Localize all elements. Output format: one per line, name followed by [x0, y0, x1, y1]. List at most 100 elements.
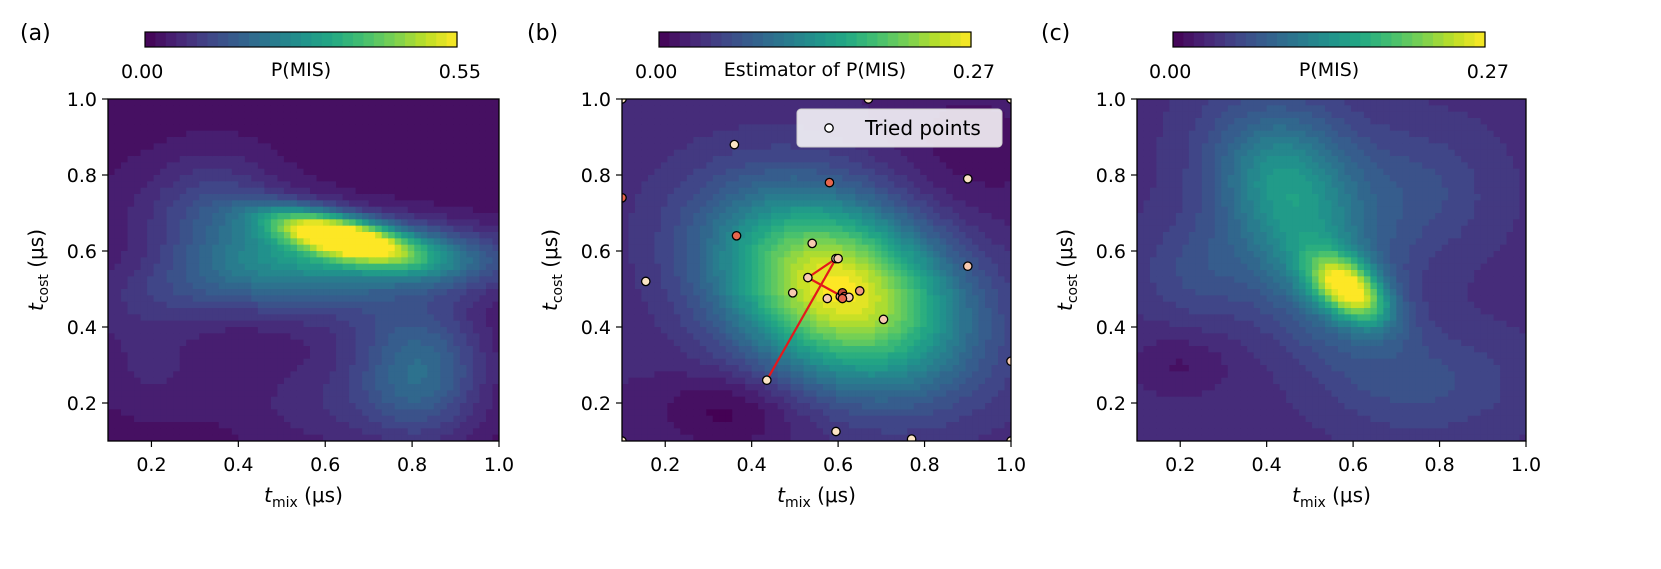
heatmap-cell — [641, 434, 649, 441]
heatmap-cell — [446, 289, 454, 296]
heatmap-cell — [179, 434, 187, 441]
heatmap-cell — [140, 339, 148, 347]
heatmap-cell — [362, 415, 370, 423]
heatmap-cell — [310, 143, 318, 151]
heatmap-cell — [336, 365, 344, 372]
heatmap-cell — [680, 124, 688, 132]
heatmap-cell — [420, 99, 428, 106]
heatmap-cell — [628, 289, 636, 296]
heatmap-cell — [114, 428, 122, 436]
heatmap-cell — [427, 428, 435, 436]
heatmap-cell — [751, 282, 759, 290]
heatmap-cell — [790, 314, 798, 322]
heatmap-cell — [231, 257, 239, 265]
heatmap-cell — [108, 352, 116, 360]
heatmap-cell — [205, 130, 213, 138]
heatmap-cell — [673, 213, 681, 220]
heatmap-cell — [134, 308, 142, 315]
heatmap-cell — [634, 403, 643, 410]
heatmap-cell — [634, 346, 643, 353]
heatmap-cell — [290, 238, 298, 246]
heatmap-cell — [453, 168, 461, 176]
heatmap-cell — [303, 270, 311, 277]
heatmap-cell — [264, 403, 272, 410]
heatmap-cell — [166, 213, 174, 220]
heatmap-cell — [647, 339, 656, 347]
colorbar-segment — [742, 32, 754, 47]
heatmap-cell — [440, 130, 448, 138]
heatmap-cell — [751, 130, 759, 138]
heatmap-cell — [199, 415, 207, 423]
heatmap-cell — [758, 371, 766, 379]
heatmap-cell — [316, 415, 324, 423]
heatmap-cell — [147, 162, 155, 170]
heatmap-cell — [290, 333, 298, 341]
heatmap-cell — [179, 149, 187, 157]
heatmap-cell — [362, 111, 370, 119]
heatmap-cell — [192, 111, 200, 119]
heatmap-cell — [797, 422, 805, 429]
heatmap-cell — [257, 206, 265, 214]
heatmap-cell — [790, 213, 798, 220]
heatmap-cell — [407, 130, 415, 138]
heatmap-cell — [622, 118, 630, 125]
heatmap-cell — [777, 320, 785, 328]
heatmap-cell — [732, 282, 740, 290]
heatmap-cell — [349, 301, 357, 309]
heatmap-cell — [680, 194, 688, 201]
heatmap-cell — [622, 314, 630, 322]
heatmap-cell — [712, 181, 720, 189]
heatmap-cell — [699, 175, 707, 182]
heatmap-cell — [667, 384, 675, 391]
heatmap-cell — [349, 434, 357, 441]
heatmap-cell — [771, 390, 779, 398]
heatmap-cell — [192, 130, 200, 138]
heatmap-cell — [758, 320, 766, 328]
heatmap-cell — [725, 333, 733, 341]
heatmap-cell — [427, 282, 435, 290]
heatmap-cell — [140, 143, 148, 151]
heatmap-cell — [218, 238, 226, 246]
heatmap-cell — [407, 295, 415, 303]
heatmap-cell — [336, 206, 344, 214]
heatmap-cell — [719, 434, 727, 441]
heatmap-cell — [401, 257, 409, 265]
heatmap-cell — [134, 384, 142, 391]
heatmap-cell — [368, 232, 376, 239]
heatmap-cell — [368, 371, 376, 379]
heatmap-cell — [479, 377, 487, 385]
heatmap-cell — [323, 327, 331, 334]
heatmap-cell — [673, 111, 681, 119]
heatmap-cell — [192, 118, 200, 125]
heatmap-cell — [394, 200, 402, 208]
heatmap-cell — [459, 301, 468, 309]
heatmap-cell — [290, 200, 298, 208]
heatmap-cell — [433, 225, 441, 233]
heatmap-cell — [433, 339, 441, 347]
heatmap-cell — [641, 422, 649, 429]
heatmap-cell — [414, 181, 422, 189]
heatmap-cell — [693, 415, 701, 423]
heatmap-cell — [771, 377, 779, 385]
heatmap-cell — [238, 137, 246, 144]
heatmap-cell — [784, 219, 792, 227]
heatmap-cell — [381, 415, 389, 423]
colorbar-segment — [690, 32, 702, 47]
heatmap-cell — [466, 409, 474, 417]
heatmap-cell — [336, 187, 344, 195]
heatmap-cell — [362, 225, 370, 233]
heatmap-cell — [407, 390, 415, 398]
heatmap-cell — [790, 377, 798, 385]
heatmap-cell — [427, 194, 435, 201]
heatmap-cell — [362, 270, 370, 277]
heatmap-cell — [771, 168, 779, 176]
heatmap-cell — [420, 384, 428, 391]
heatmap-cell — [790, 232, 798, 239]
heatmap-cell — [667, 415, 675, 423]
heatmap-cell — [316, 219, 324, 227]
heatmap-cell — [433, 130, 441, 138]
heatmap-cell — [407, 346, 415, 353]
heatmap-cell — [654, 301, 662, 309]
heatmap-cell — [712, 219, 720, 227]
heatmap-cell — [414, 251, 422, 258]
